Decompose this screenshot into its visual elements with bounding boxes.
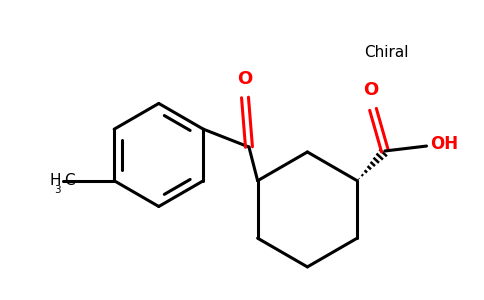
- Text: OH: OH: [430, 135, 459, 153]
- Text: C: C: [63, 173, 74, 188]
- Text: O: O: [237, 70, 253, 88]
- Text: Chiral: Chiral: [364, 45, 409, 60]
- Text: 3: 3: [54, 185, 60, 195]
- Text: O: O: [363, 82, 378, 100]
- Text: H: H: [49, 173, 60, 188]
